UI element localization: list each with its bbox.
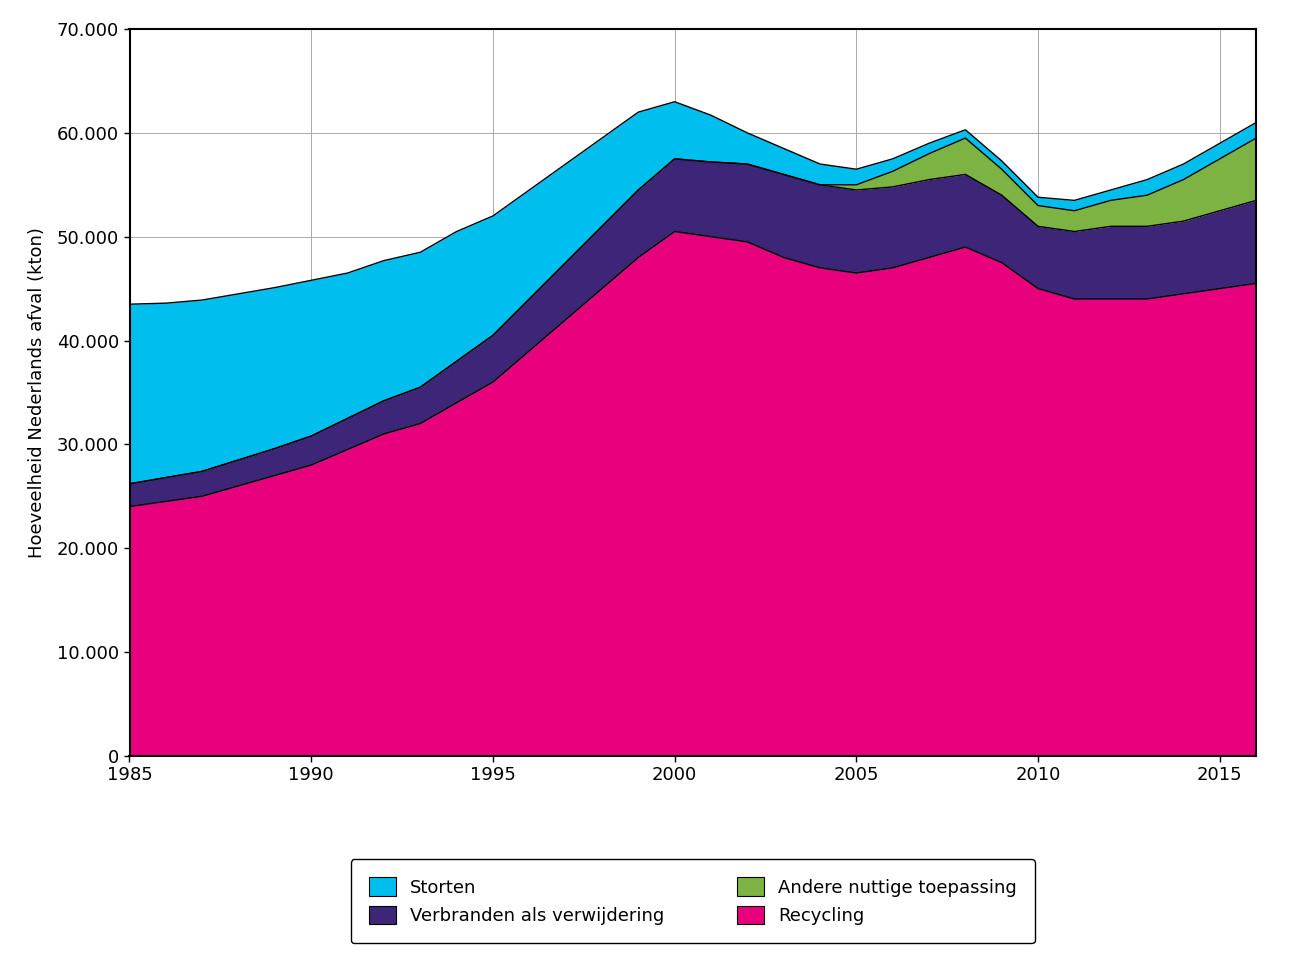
Legend: Storten, Verbranden als verwijdering, Andere nuttige toepassing, Recycling: Storten, Verbranden als verwijdering, An… [351,860,1035,943]
Y-axis label: Hoeveelheid Nederlands afval (kton): Hoeveelheid Nederlands afval (kton) [27,227,45,558]
